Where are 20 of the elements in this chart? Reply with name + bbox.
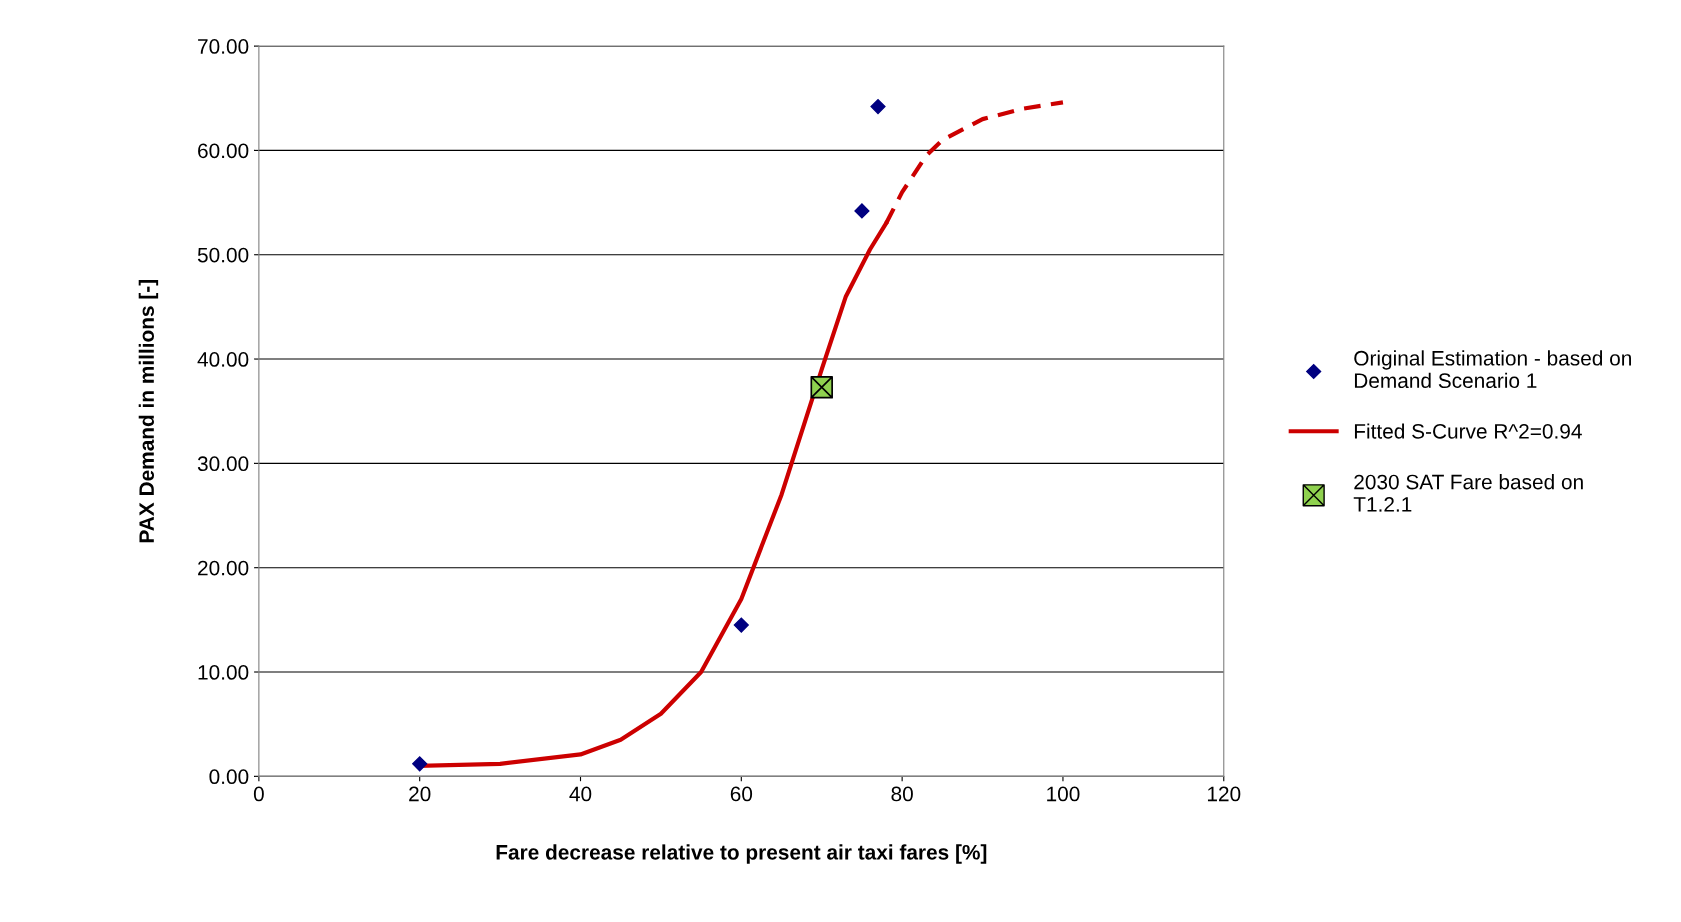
- x-tick-label: 80: [891, 786, 913, 802]
- x-tick-label: 60: [730, 786, 753, 802]
- x-tick-label: 120: [1207, 786, 1241, 802]
- y-tick-label: 50.00: [197, 247, 249, 263]
- x-tick-label: 0: [253, 786, 264, 802]
- x-tick-label: 40: [569, 786, 592, 802]
- legend-label: Original Estimation - based on Demand Scenario 1: [1354, 350, 1631, 389]
- y-tick-label: 60.00: [198, 143, 249, 159]
- legend-label: Fitted S-Curve R^2=0.94: [1354, 423, 1582, 439]
- y-axis-title: PAX Demand in millions [-]: [138, 280, 159, 543]
- y-tick-label: 20.00: [198, 560, 249, 576]
- y-tick-label: 0.00: [209, 769, 249, 785]
- y-tick-label: 10.00: [198, 665, 249, 680]
- x-tick-label: 20: [409, 786, 431, 802]
- x-axis-title: Fare decrease relative to present air taxi fares [%]: [496, 844, 987, 864]
- y-tick-label: 40.00: [197, 352, 249, 367]
- x-tick-label: 100: [1047, 786, 1080, 802]
- y-tick-label: 70.00: [198, 39, 249, 54]
- y-tick-label: 30.00: [197, 456, 249, 472]
- legend-label: 2030 SAT Fare based on T1.2.1: [1353, 474, 1583, 512]
